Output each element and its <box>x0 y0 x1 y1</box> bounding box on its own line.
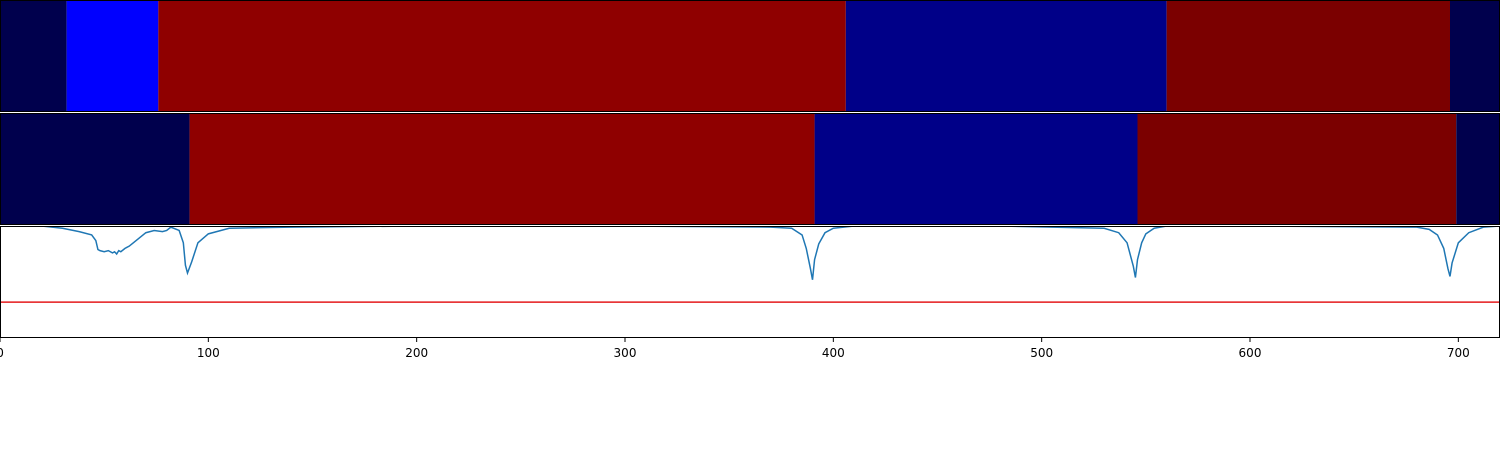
line-panel-bottom: 0 100 200 300 400 500 600 700 <box>0 226 1500 360</box>
x-tick-label: 100 <box>197 346 220 360</box>
heatmap-segment <box>0 0 67 112</box>
heatmap-segment <box>845 0 1167 112</box>
heatmap-panel-top <box>0 0 1500 112</box>
x-tick-label: 700 <box>1447 346 1470 360</box>
series-line <box>0 226 1500 280</box>
heatmap-segment <box>158 0 846 112</box>
heatmap-segment <box>1456 113 1500 225</box>
heatmap-segment <box>189 113 815 225</box>
x-tick-label: 400 <box>822 346 845 360</box>
heatmap-segment <box>1166 0 1450 112</box>
x-tick-label: 600 <box>1239 346 1262 360</box>
heatmap-segment <box>1137 113 1457 225</box>
heatmap-segment <box>814 113 1138 225</box>
heatmap-segment <box>1450 0 1500 112</box>
heatmap-segment <box>0 113 190 225</box>
x-tick-label: 500 <box>1030 346 1053 360</box>
x-tick-label: 0 <box>0 346 4 360</box>
x-tick-label: 200 <box>405 346 428 360</box>
heatmap-panel-middle <box>0 113 1500 225</box>
heatmap-segment <box>66 0 159 112</box>
x-tick-label: 300 <box>614 346 637 360</box>
panel-frame <box>0 226 1500 338</box>
